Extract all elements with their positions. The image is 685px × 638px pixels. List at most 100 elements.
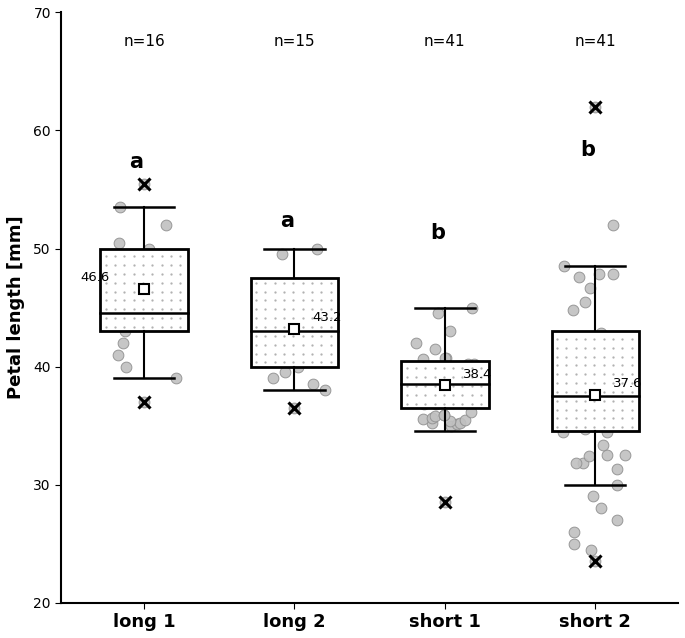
Point	[294, 332, 305, 342]
Point	[276, 249, 287, 260]
Point	[162, 291, 173, 301]
Point	[150, 255, 161, 265]
Point	[569, 538, 580, 549]
Point	[118, 338, 129, 348]
Point	[568, 304, 579, 315]
Point	[440, 360, 451, 371]
Point	[599, 383, 610, 393]
Point	[585, 283, 596, 293]
Text: n=16: n=16	[123, 34, 165, 48]
Point	[611, 480, 622, 490]
Point	[428, 395, 439, 405]
Point	[577, 458, 588, 468]
Point	[445, 416, 456, 426]
Point	[568, 527, 579, 537]
Point	[290, 326, 301, 336]
Point	[584, 451, 595, 461]
Point	[580, 297, 590, 307]
Point	[315, 291, 326, 301]
Point	[433, 362, 444, 373]
Text: 38.4: 38.4	[463, 367, 493, 381]
Point	[445, 372, 456, 382]
Point	[141, 315, 152, 325]
Point	[469, 359, 479, 369]
Bar	[551, 331, 639, 431]
Point	[440, 353, 451, 363]
Point	[301, 279, 312, 289]
Point	[427, 413, 438, 424]
Point	[415, 391, 426, 401]
Point	[138, 179, 149, 189]
Point	[558, 427, 569, 437]
Bar	[251, 278, 338, 367]
Point	[601, 450, 612, 460]
Point	[119, 326, 130, 336]
Point	[446, 420, 457, 431]
Point	[124, 320, 135, 330]
Point	[580, 415, 591, 426]
Point	[590, 556, 601, 567]
Point	[619, 450, 630, 461]
Point	[289, 403, 300, 413]
Point	[446, 380, 457, 390]
Point	[593, 269, 604, 279]
Point	[303, 344, 314, 354]
Bar	[101, 249, 188, 331]
Text: 46.6: 46.6	[81, 271, 110, 284]
Point	[418, 354, 429, 364]
Point	[564, 344, 575, 354]
Point	[164, 308, 175, 318]
Point	[311, 244, 322, 254]
Point	[462, 359, 473, 369]
Point	[439, 410, 450, 420]
Text: 43.2: 43.2	[312, 311, 342, 324]
Point	[558, 261, 569, 271]
Point	[606, 376, 616, 386]
Point	[268, 373, 279, 383]
Point	[408, 383, 419, 394]
Point	[258, 308, 269, 318]
Point	[595, 328, 606, 338]
Point	[419, 399, 429, 409]
Point	[456, 378, 467, 388]
Point	[570, 457, 581, 468]
Point	[615, 414, 626, 424]
Text: n=41: n=41	[575, 34, 616, 48]
Point	[597, 440, 608, 450]
Point	[584, 360, 595, 370]
Point	[414, 391, 425, 401]
Point	[430, 411, 441, 421]
Bar	[251, 278, 338, 367]
Point	[308, 379, 319, 389]
Text: n=15: n=15	[274, 34, 315, 48]
Point	[292, 362, 303, 372]
Point	[423, 392, 434, 402]
Point	[144, 244, 155, 254]
Point	[582, 382, 593, 392]
Point	[433, 308, 444, 318]
Point	[267, 297, 278, 307]
Point	[608, 220, 619, 230]
Text: 37.6: 37.6	[613, 377, 643, 390]
Point	[443, 387, 453, 397]
Bar	[551, 331, 639, 431]
Point	[466, 369, 477, 380]
Point	[573, 272, 584, 282]
Point	[596, 376, 607, 387]
Point	[466, 406, 477, 417]
Bar	[401, 360, 488, 408]
Point	[611, 464, 622, 474]
Text: b: b	[580, 140, 595, 160]
Point	[587, 491, 598, 501]
Point	[114, 202, 125, 212]
Point	[451, 419, 462, 429]
Bar	[101, 249, 188, 331]
Point	[439, 497, 450, 507]
Point	[417, 414, 428, 424]
Bar	[401, 360, 488, 408]
Point	[601, 427, 612, 437]
Point	[440, 366, 451, 376]
Point	[105, 273, 116, 283]
Point	[460, 415, 471, 425]
Point	[320, 385, 331, 396]
